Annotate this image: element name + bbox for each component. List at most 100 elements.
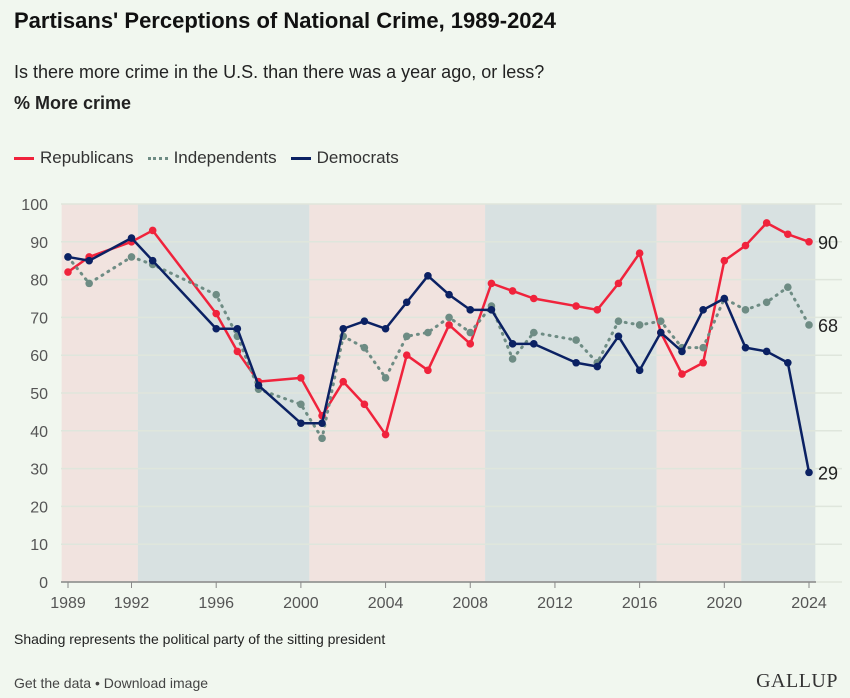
- chart-subtitle: Is there more crime in the U.S. than the…: [14, 62, 545, 82]
- data-point-dem: [466, 306, 475, 314]
- data-point-ind: [424, 328, 432, 337]
- y-tick-label: 30: [30, 462, 48, 479]
- data-point-ind: [635, 321, 644, 329]
- data-point-ind: [127, 253, 136, 261]
- legend-swatch: [147, 156, 168, 160]
- data-point-rep: [148, 226, 157, 235]
- data-point-dem: [148, 256, 157, 265]
- data-point-dem: [720, 294, 729, 303]
- end-label-rep: 90: [818, 233, 838, 253]
- data-point-dem: [402, 298, 411, 307]
- data-point-ind: [360, 343, 369, 352]
- legend-republicans: Republicans: [14, 148, 134, 168]
- data-point-ind: [762, 298, 771, 307]
- data-point-rep: [233, 347, 242, 356]
- y-tick-label: 90: [30, 235, 48, 252]
- data-point-ind: [657, 317, 665, 325]
- data-point-dem: [762, 347, 771, 356]
- data-point-dem: [318, 419, 326, 428]
- x-tick-label: 1992: [114, 595, 150, 612]
- data-point-ind: [297, 400, 305, 409]
- data-point-dem: [741, 343, 750, 352]
- end-label-dem: 29: [818, 463, 838, 483]
- y-tick-label: 40: [30, 424, 48, 441]
- data-point-dem: [657, 328, 665, 337]
- data-point-rep: [614, 279, 623, 288]
- data-point-dem: [254, 381, 263, 390]
- data-point-rep: [339, 377, 348, 386]
- data-point-rep: [360, 400, 369, 409]
- data-point-dem: [297, 419, 305, 428]
- data-point-ind: [381, 374, 390, 382]
- footer: Get the data • Download image: [14, 675, 208, 691]
- data-point-rep: [529, 294, 538, 303]
- y-tick-label: 0: [39, 575, 48, 592]
- x-tick-label: 2020: [707, 595, 743, 612]
- data-point-rep: [593, 306, 602, 314]
- data-point-dem: [212, 324, 220, 333]
- data-point-dem: [64, 253, 72, 261]
- data-point-rep: [424, 366, 432, 375]
- data-point-rep: [784, 230, 792, 239]
- y-tick-label: 50: [30, 386, 48, 403]
- data-point-rep: [212, 309, 220, 318]
- x-tick-label: 1989: [50, 595, 86, 612]
- x-tick-label: 2000: [283, 595, 319, 612]
- get-data-link[interactable]: Get the data: [14, 675, 92, 691]
- data-point-rep: [678, 370, 686, 378]
- x-tick-label: 1996: [198, 595, 234, 612]
- data-point-rep: [805, 238, 813, 246]
- x-tick-label: 2004: [368, 595, 404, 612]
- data-point-ind: [212, 290, 220, 299]
- x-tick-label: 2024: [791, 595, 827, 612]
- data-point-rep: [297, 374, 305, 382]
- data-point-rep: [487, 279, 496, 288]
- data-point-dem: [699, 306, 707, 314]
- y-tick-label: 100: [21, 197, 48, 214]
- data-point-dem: [614, 332, 623, 341]
- data-point-ind: [318, 434, 326, 443]
- data-point-ind: [508, 355, 517, 363]
- data-point-rep: [402, 351, 411, 360]
- y-tick-label: 70: [30, 310, 48, 327]
- legend: Republicans Independents Democrats: [14, 148, 399, 168]
- legend-label: Republicans: [40, 148, 134, 167]
- download-image-link[interactable]: Download image: [103, 675, 209, 691]
- data-point-dem: [233, 324, 242, 333]
- legend-swatch: [290, 156, 311, 160]
- separator: •: [91, 675, 104, 691]
- data-point-ind: [572, 336, 580, 344]
- data-point-dem: [529, 340, 538, 348]
- data-point-dem: [572, 358, 580, 367]
- data-point-ind: [614, 317, 623, 325]
- legend-democrats: Democrats: [290, 148, 399, 168]
- data-point-rep: [741, 241, 750, 250]
- data-point-dem: [508, 340, 517, 348]
- data-point-ind: [529, 328, 538, 337]
- legend-label: Independents: [173, 148, 277, 167]
- line-chart: 0 10 20 30 40 50 60 70 80 90 100 1989 1992 1996 2000 20…: [21, 197, 842, 612]
- data-point-ind: [445, 313, 453, 322]
- data-point-rep: [466, 340, 475, 348]
- data-point-rep: [381, 430, 390, 439]
- y-tick-label: 60: [30, 348, 48, 365]
- data-point-dem: [339, 324, 348, 333]
- data-point-ind: [85, 279, 93, 288]
- legend-independents: Independents: [147, 148, 277, 168]
- chart-title: Partisans' Perceptions of National Crime…: [14, 8, 557, 33]
- x-tick-label: 2016: [622, 595, 658, 612]
- data-point-ind: [466, 328, 475, 337]
- data-point-dem: [127, 234, 136, 242]
- data-point-ind: [784, 283, 792, 291]
- data-point-ind: [402, 332, 411, 341]
- end-label-ind: 68: [818, 316, 838, 336]
- data-point-ind: [805, 321, 813, 329]
- shading-note: Shading represents the political party o…: [14, 631, 386, 647]
- data-point-dem: [445, 290, 453, 299]
- data-point-rep: [699, 358, 707, 367]
- data-point-ind: [699, 343, 707, 352]
- y-tick-label: 80: [30, 273, 48, 290]
- x-tick-label: 2008: [452, 595, 488, 612]
- data-point-dem: [360, 317, 369, 325]
- legend-swatch: [14, 156, 34, 160]
